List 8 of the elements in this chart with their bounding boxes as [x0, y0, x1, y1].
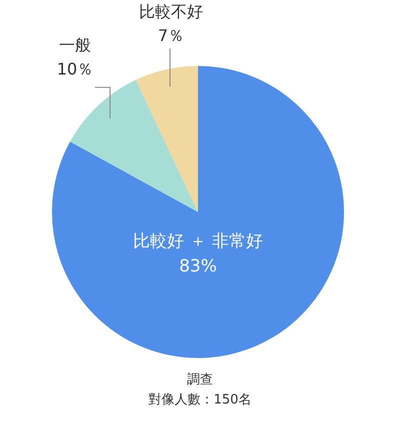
slice-label: 比較好 ＋ 非常好 [133, 232, 263, 252]
slice-label: 比較不好 [138, 2, 203, 21]
data-label: 10％ [56, 60, 94, 78]
data-label: 7％ [158, 26, 184, 45]
data-label: 83% [179, 256, 217, 277]
slice-label: 一般 [59, 36, 92, 54]
text: 調查 [187, 372, 213, 388]
text: 對像人數：150名 [148, 392, 252, 408]
